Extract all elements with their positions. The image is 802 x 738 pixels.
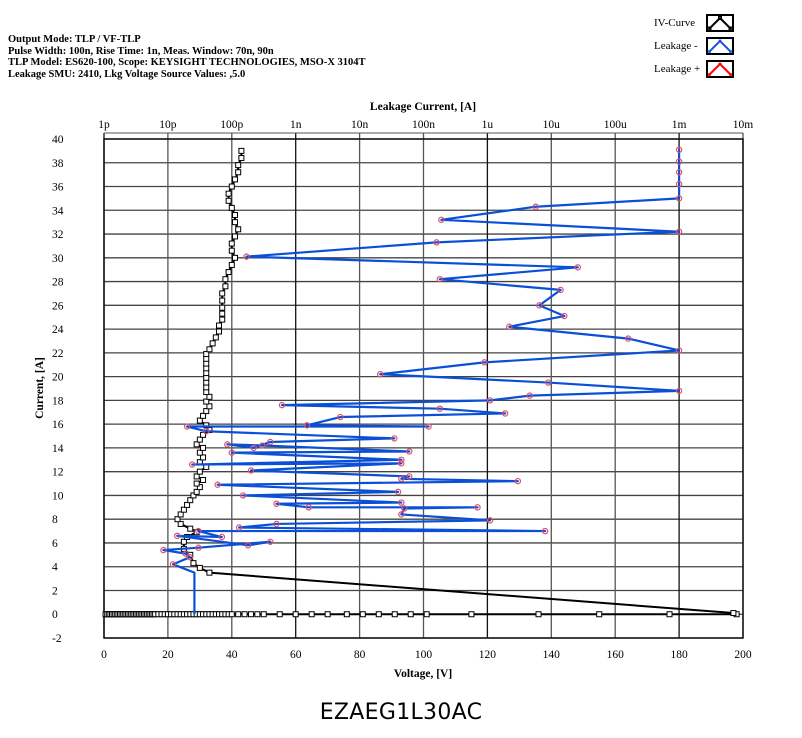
- legend-label: Leakage +: [654, 63, 701, 75]
- x2-tick-label: 100n: [412, 119, 435, 131]
- test-conditions-header: Output Mode: TLP / VF-TLP Pulse Width: 10…: [8, 34, 366, 80]
- x2-tick-label: 10p: [159, 119, 177, 131]
- y-tick-label: 24: [52, 324, 64, 336]
- x2-tick-label: 1u: [482, 119, 494, 131]
- iv-leakage-chart: -202468101214161820222426283032343638401…: [34, 101, 753, 680]
- plot-axes: -202468101214161820222426283032343638401…: [52, 119, 753, 661]
- leakage-minus-swatch-icon: [706, 37, 734, 55]
- y-tick-label: -2: [52, 633, 62, 645]
- plot-frame: [103, 138, 744, 639]
- x-tick-label: 180: [670, 649, 688, 661]
- y-tick-label: 12: [52, 467, 64, 479]
- y-tick-label: 34: [52, 205, 64, 217]
- x2-tick-label: 10u: [543, 119, 561, 131]
- x-tick-label: 160: [607, 649, 625, 661]
- x2-tick-label: 1n: [290, 119, 302, 131]
- y-tick-label: 6: [52, 538, 58, 550]
- device-part-number-caption: EZAEG1L30AC: [319, 700, 483, 725]
- x2-axis-title: Leakage Current, [A]: [370, 101, 476, 113]
- y-tick-label: 4: [52, 562, 58, 574]
- legend-item-leakage-minus[interactable]: Leakage -: [640, 37, 800, 57]
- legend-item-iv-curve[interactable]: IV-Curve: [640, 14, 800, 34]
- y-tick-label: 26: [52, 300, 64, 312]
- legend-item-leakage-plus[interactable]: Leakage +: [640, 60, 800, 80]
- x-axis-title: Voltage, [V]: [394, 668, 452, 680]
- y-tick-label: 16: [52, 419, 64, 431]
- y-tick-label: 2: [52, 585, 58, 597]
- y-tick-label: 10: [52, 490, 64, 502]
- y-tick-label: 20: [52, 372, 64, 384]
- x-tick-label: 200: [734, 649, 752, 661]
- y-tick-label: 14: [52, 443, 64, 455]
- y-tick-label: 36: [52, 182, 64, 194]
- x-tick-label: 100: [415, 649, 433, 661]
- iv-curve-series: [102, 147, 740, 618]
- x2-tick-label: 10m: [733, 119, 754, 131]
- x-tick-label: 20: [162, 649, 174, 661]
- header-line-output-mode: Output Mode: TLP / VF-TLP: [8, 34, 141, 45]
- y-tick-label: 30: [52, 253, 64, 265]
- x2-tick-label: 100p: [220, 119, 243, 131]
- header-line-pulse-width: Pulse Width: 100n, Rise Time: 1n, Meas. …: [8, 45, 274, 57]
- leakage-minus-series: [160, 146, 683, 615]
- y-tick-label: 38: [52, 158, 64, 170]
- header-line-tlp-model: TLP Model: ES620-100, Scope: KEYSIGHT TE…: [8, 57, 366, 68]
- x2-tick-label: 1p: [98, 119, 110, 131]
- x2-tick-label: 100u: [604, 119, 627, 131]
- x2-tick-label: 1m: [672, 119, 687, 131]
- plot-grid: [103, 133, 744, 639]
- y-tick-label: 0: [52, 609, 58, 621]
- x-tick-label: 0: [101, 649, 107, 661]
- leakage-plus-swatch-icon: [706, 60, 734, 78]
- x-tick-label: 140: [543, 649, 561, 661]
- y-axis-title: Current, [A]: [34, 357, 46, 419]
- legend-label: Leakage -: [654, 40, 698, 52]
- y-tick-label: 18: [52, 395, 64, 407]
- y-tick-label: 8: [52, 514, 58, 526]
- iv-curve-swatch-icon: [706, 14, 734, 32]
- y-tick-label: 32: [52, 229, 64, 241]
- y-tick-label: 40: [52, 134, 64, 146]
- x-tick-label: 40: [226, 649, 238, 661]
- x-tick-label: 120: [479, 649, 497, 661]
- legend-label: IV-Curve: [654, 17, 696, 29]
- y-tick-label: 28: [52, 277, 64, 289]
- header-line-leakage-smu: Leakage SMU: 2410, Lkg Voltage Source Va…: [8, 68, 246, 80]
- y-tick-label: 22: [52, 348, 64, 360]
- x2-tick-label: 10n: [351, 119, 369, 131]
- x-tick-label: 80: [354, 649, 366, 661]
- x-tick-label: 60: [290, 649, 302, 661]
